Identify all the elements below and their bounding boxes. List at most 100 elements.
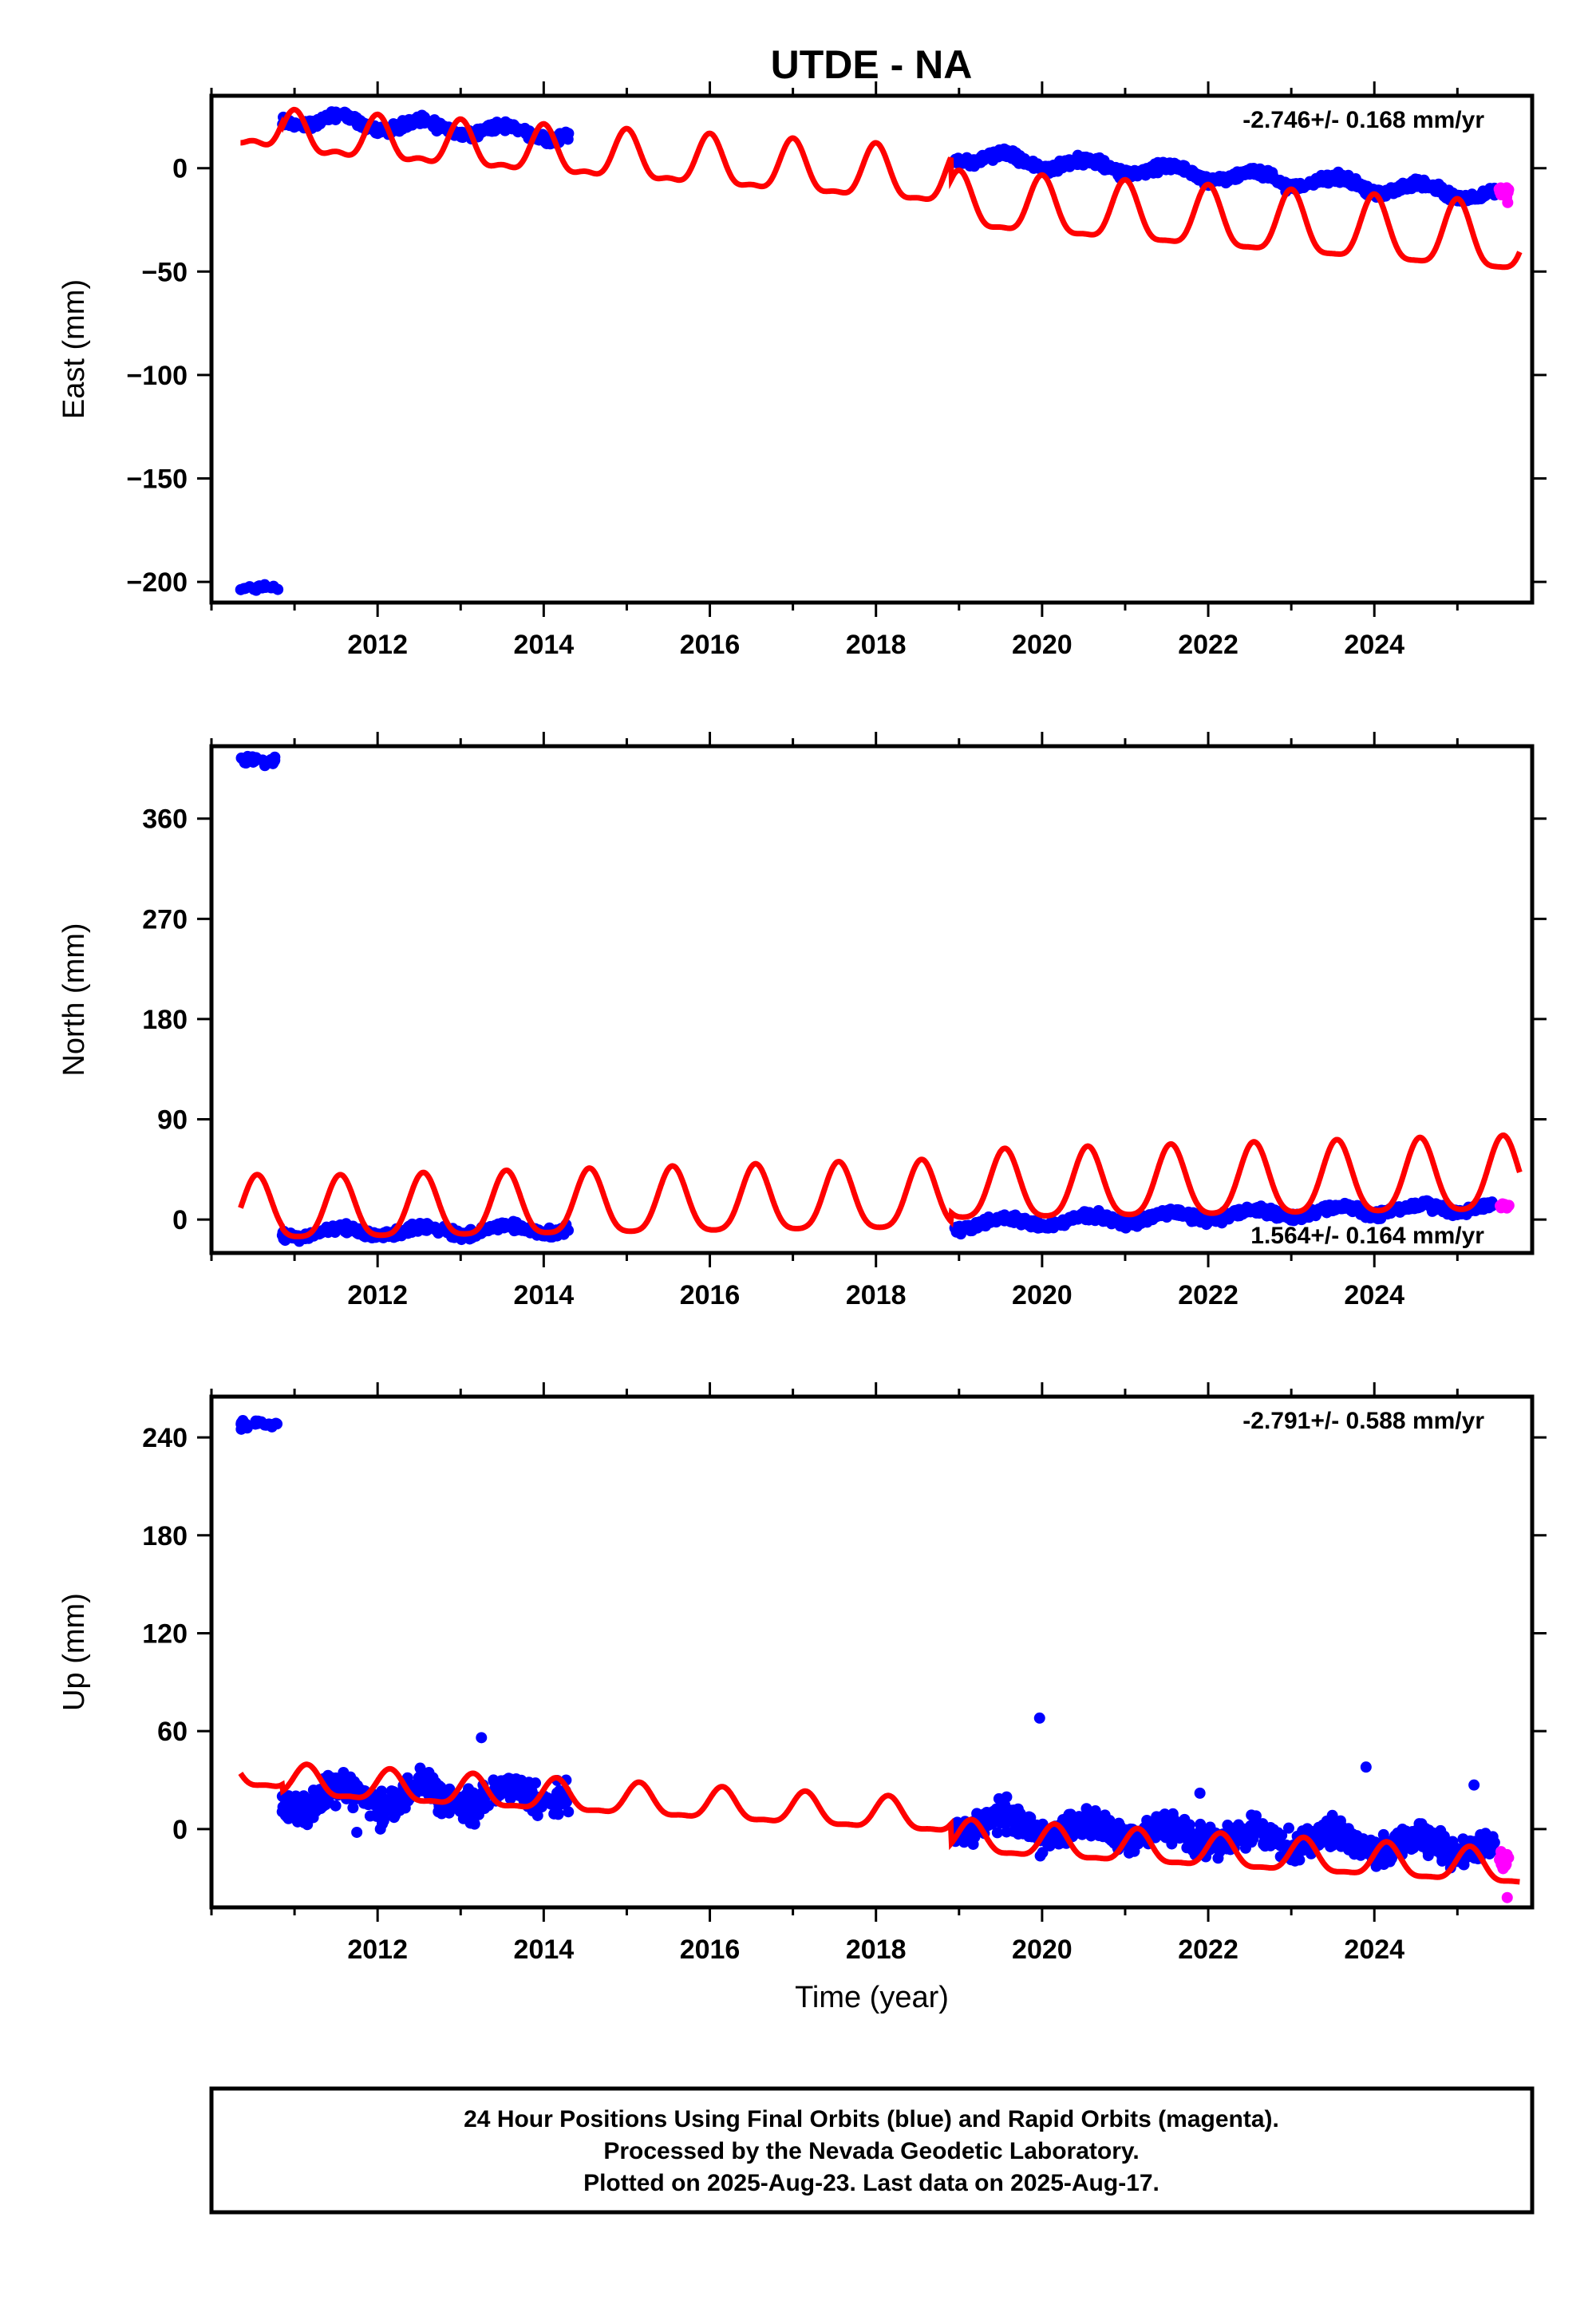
x-tick-label: 2018 (846, 1935, 907, 1965)
y-tick-label: −200 (126, 567, 188, 598)
data-point (1032, 158, 1044, 170)
data-point (563, 1806, 575, 1818)
data-point (1325, 1839, 1337, 1851)
x-tick-label: 2012 (347, 1280, 408, 1310)
data-point (1111, 1214, 1123, 1226)
data-point (536, 128, 548, 140)
data-point (1195, 1824, 1207, 1836)
data-point (308, 1793, 320, 1805)
data-point (1317, 174, 1329, 186)
data-point (488, 1774, 500, 1786)
data-point (1176, 1208, 1188, 1220)
data-point (482, 124, 494, 136)
north-model-line (238, 1132, 1523, 1239)
data-point (1053, 1838, 1065, 1850)
outlier-point (261, 581, 273, 593)
data-point (410, 1219, 422, 1231)
data-point (990, 147, 1001, 159)
data-point (1122, 165, 1134, 177)
data-point (310, 1805, 322, 1817)
outlier-point (1468, 1779, 1480, 1791)
data-point (1355, 1204, 1367, 1216)
outlier-point (250, 752, 262, 764)
outlier-point (239, 583, 251, 595)
x-tick-label: 2024 (1344, 1935, 1404, 1965)
data-point (433, 1781, 445, 1793)
x-tick-label: 2022 (1178, 1935, 1238, 1965)
data-point (468, 1818, 480, 1830)
outlier-point (267, 757, 279, 769)
data-point (1473, 1202, 1485, 1214)
data-point (1231, 1207, 1242, 1219)
up-panel: 2012 2014 2016 2018 2020 2022 2024 0 60 120 180 240… (57, 1382, 1547, 2014)
x-tick-label: 2016 (680, 630, 741, 660)
y-tick-label: 270 (142, 904, 188, 935)
data-point (1392, 1827, 1404, 1839)
data-point (552, 1808, 564, 1820)
data-point (1321, 1201, 1333, 1213)
data-point (989, 1815, 1001, 1827)
outlier-point (351, 1826, 363, 1838)
data-point (479, 1803, 491, 1815)
outlier-point (1033, 1712, 1045, 1724)
data-point (340, 107, 352, 119)
data-point (1416, 1196, 1428, 1208)
data-point (1334, 176, 1346, 188)
data-point (370, 126, 382, 138)
data-point (290, 1790, 302, 1802)
data-point (1350, 1844, 1362, 1856)
x-tick-label: 2014 (514, 1280, 575, 1310)
data-point (1433, 185, 1445, 197)
data-point (1483, 1836, 1495, 1848)
data-point (1483, 1198, 1495, 1210)
data-point (1211, 1213, 1223, 1225)
data-point (1267, 1824, 1279, 1836)
data-point (1222, 1820, 1234, 1832)
north-rate-label: 1.564+/- 0.164 mm/yr (1250, 1223, 1484, 1249)
data-point (1128, 1845, 1140, 1857)
up-rate-label: -2.791+/- 0.588 mm/yr (1242, 1408, 1484, 1434)
data-point (457, 1812, 469, 1824)
data-point (1183, 1819, 1195, 1831)
x-axis-label: Time (year) (795, 1981, 949, 2014)
data-point (1174, 162, 1186, 174)
data-point (1240, 1824, 1252, 1836)
data-point (974, 1216, 986, 1228)
data-point (1166, 162, 1178, 174)
up-plot-area (235, 1415, 1520, 1903)
data-point (289, 1808, 301, 1820)
data-point (1400, 1202, 1412, 1214)
data-point (468, 1803, 480, 1815)
data-point (504, 1792, 516, 1804)
x-tick-label: 2014 (514, 630, 575, 660)
x-tick-label: 2014 (514, 1935, 575, 1965)
data-point (416, 1784, 428, 1796)
x-tick-label: 2018 (846, 630, 907, 660)
data-point (1017, 1816, 1029, 1828)
data-point (429, 1221, 441, 1233)
data-point (1271, 1211, 1283, 1223)
north-frame (209, 744, 1535, 1255)
data-point (433, 1806, 444, 1818)
y-tick-label: 0 (172, 1205, 188, 1235)
data-point (1021, 1826, 1033, 1838)
data-point (1335, 1840, 1347, 1852)
data-point (330, 1800, 342, 1812)
data-point (330, 1772, 342, 1784)
east-final-orbit-points (235, 106, 1500, 596)
data-point (389, 1809, 401, 1821)
y-tick-label: 360 (142, 804, 188, 835)
y-tick-label: 60 (157, 1717, 188, 1747)
chart-title: UTDE - NA (771, 42, 973, 87)
data-point (1053, 158, 1065, 170)
x-tick-label: 2012 (347, 1935, 408, 1965)
data-point (1250, 1826, 1262, 1838)
data-point (1212, 1843, 1224, 1855)
outlier-point (240, 755, 252, 767)
data-point (1167, 1808, 1179, 1820)
data-point (420, 1773, 432, 1785)
data-point (1099, 1809, 1111, 1821)
data-point (1159, 1832, 1171, 1844)
data-point (353, 1228, 365, 1240)
y-tick-label: 180 (142, 1521, 188, 1551)
